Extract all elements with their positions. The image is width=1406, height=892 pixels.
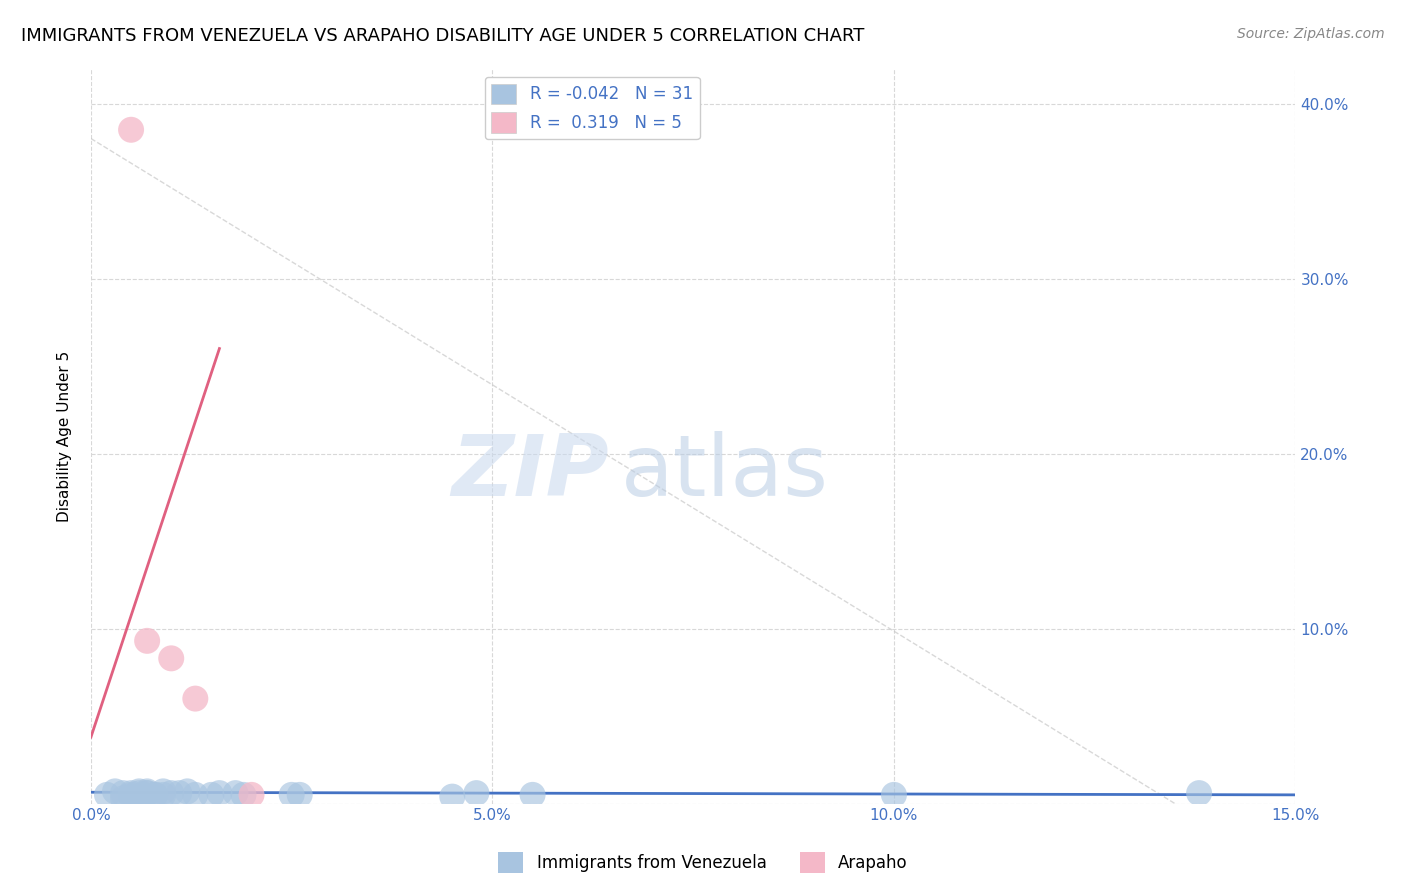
- Point: [160, 786, 183, 800]
- Point: [280, 788, 302, 802]
- Point: [441, 789, 464, 804]
- Point: [143, 788, 166, 802]
- Y-axis label: Disability Age Under 5: Disability Age Under 5: [58, 351, 72, 522]
- Point: [143, 788, 166, 802]
- Point: [522, 788, 544, 802]
- Point: [120, 786, 142, 800]
- Point: [120, 789, 142, 804]
- Text: atlas: atlas: [621, 432, 830, 515]
- Point: [152, 788, 174, 802]
- Point: [128, 786, 150, 800]
- Point: [136, 633, 159, 648]
- Point: [136, 784, 159, 798]
- Point: [128, 784, 150, 798]
- Point: [288, 788, 311, 802]
- Point: [184, 691, 207, 706]
- Point: [120, 122, 142, 136]
- Point: [112, 786, 135, 800]
- Point: [176, 784, 198, 798]
- Point: [232, 788, 254, 802]
- Point: [136, 786, 159, 800]
- Point: [160, 651, 183, 665]
- Text: IMMIGRANTS FROM VENEZUELA VS ARAPAHO DISABILITY AGE UNDER 5 CORRELATION CHART: IMMIGRANTS FROM VENEZUELA VS ARAPAHO DIS…: [21, 27, 865, 45]
- Point: [120, 788, 142, 802]
- Point: [112, 791, 135, 805]
- Point: [224, 786, 246, 800]
- Point: [136, 786, 159, 800]
- Point: [152, 784, 174, 798]
- Point: [167, 786, 190, 800]
- Point: [200, 788, 222, 802]
- Point: [104, 784, 127, 798]
- Point: [240, 788, 263, 802]
- Point: [208, 786, 231, 800]
- Text: ZIP: ZIP: [451, 432, 609, 515]
- Legend: R = -0.042   N = 31, R =  0.319   N = 5: R = -0.042 N = 31, R = 0.319 N = 5: [485, 77, 700, 139]
- Text: Source: ZipAtlas.com: Source: ZipAtlas.com: [1237, 27, 1385, 41]
- Point: [883, 788, 905, 802]
- Legend: Immigrants from Venezuela, Arapaho: Immigrants from Venezuela, Arapaho: [492, 846, 914, 880]
- Point: [184, 788, 207, 802]
- Point: [1188, 786, 1211, 800]
- Point: [465, 786, 488, 800]
- Point: [96, 788, 118, 802]
